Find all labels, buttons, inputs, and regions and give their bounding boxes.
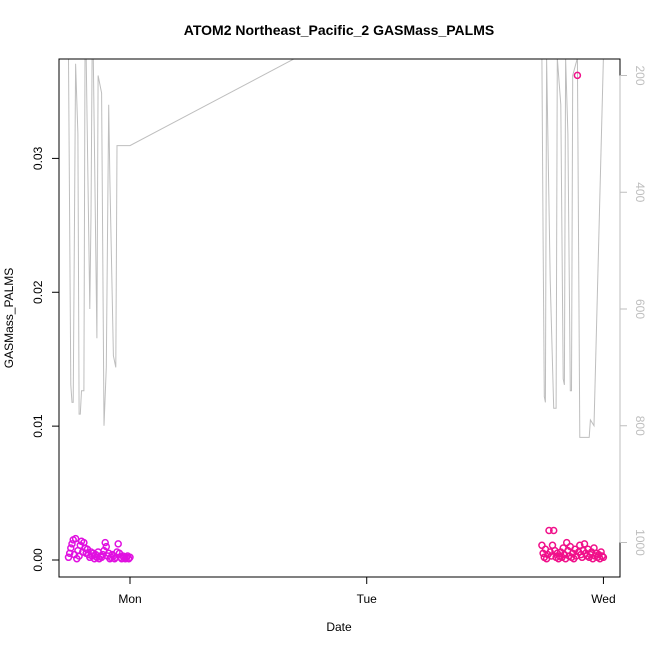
data-point <box>549 526 558 535</box>
x-axis: Mon Tue Wed <box>118 577 616 606</box>
plot-area <box>64 59 608 563</box>
data-point <box>547 552 556 560</box>
data-point <box>102 542 111 551</box>
data-point <box>580 540 589 548</box>
chart-title: ATOM2 Northeast_Pacific_2 GASMass_PALMS <box>184 22 494 38</box>
y2-tick-label: 200 <box>633 65 647 85</box>
y-tick-label: 0.00 <box>31 548 45 572</box>
plot-content <box>64 59 608 563</box>
y2-tick-label: 600 <box>633 299 647 319</box>
x-axis-label: Date <box>326 620 352 634</box>
data-point <box>64 553 73 562</box>
data-point <box>67 544 75 552</box>
y2-axis-right: 200 400 600 800 1000 <box>619 65 647 556</box>
data-point <box>71 534 80 543</box>
data-point <box>68 540 76 548</box>
y2-tick-label: 400 <box>633 182 647 202</box>
x-tick-label: Tue <box>357 592 378 606</box>
y-tick-label: 0.02 <box>31 280 45 304</box>
y-tick-label: 0.03 <box>31 146 45 170</box>
y-tick-label: 0.01 <box>31 414 45 438</box>
data-point <box>545 526 553 535</box>
y-axis: 0.00 0.01 0.02 0.03 <box>31 146 59 572</box>
x-tick-label: Mon <box>118 592 141 606</box>
x-tick-label: Wed <box>591 592 615 606</box>
data-point <box>576 541 584 550</box>
data-point <box>114 540 122 548</box>
y-axis-label: GASMass_PALMS <box>2 268 16 368</box>
data-point <box>101 538 109 547</box>
data-point <box>598 552 606 560</box>
y2-tick-label: 1000 <box>633 529 647 556</box>
data-point <box>125 554 133 563</box>
data-point <box>573 71 582 80</box>
y2-tick-label: 800 <box>633 416 647 436</box>
data-point <box>546 548 554 556</box>
data-point <box>126 553 134 562</box>
pressure-line-series <box>68 59 604 438</box>
data-point <box>599 553 608 562</box>
